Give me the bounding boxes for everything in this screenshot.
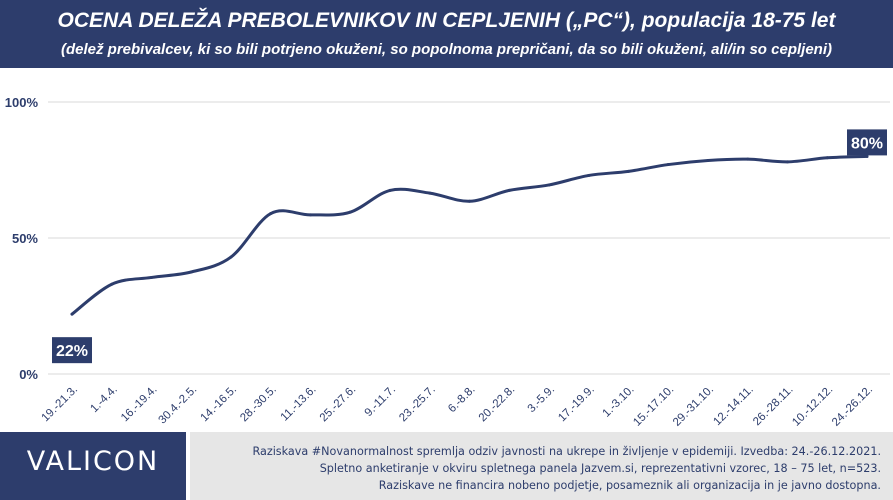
y-tick-label: 100% [5,95,39,110]
x-tick-label: 28.-30.5. [238,384,279,425]
valicon-logo: VALICON [0,432,186,500]
footer-note-3: Raziskave ne financira nobeno podjetje, … [378,479,881,492]
data-label-first-box [52,337,92,364]
footer-notes: Raziskava #Novanormalnost spremlja odziv… [190,432,893,500]
data-point [825,156,829,160]
x-tick-label: 29.-31.10. [671,384,716,429]
x-tick-label: 14.-16.5. [199,384,240,425]
data-point [269,212,273,216]
data-point [627,169,630,173]
data-point [348,210,352,214]
chart-title: OCENA DELEŽA PREBOLEVNIKOV IN CEPLJENIH … [57,9,836,32]
x-tick-label: 1.-4.4. [88,384,120,416]
data-point [150,275,153,279]
y-tick-label: 0% [19,367,38,382]
data-point [189,270,193,274]
series-line [70,154,869,316]
data-label-first: 22% [56,343,88,360]
data-point [547,183,551,187]
data-point [666,163,670,167]
x-tick-label: 15.-17.10. [631,384,676,429]
y-tick-label: 50% [12,231,38,246]
x-tick-label: 20.-22.8. [477,384,518,425]
header-banner: OCENA DELEŽA PREBOLEVNIKOV IN CEPLJENIH … [0,0,893,68]
x-tick-label: 16.-19.4. [119,384,160,425]
data-point [587,173,591,177]
line-chart: 0% 50% 100% 19.-21.3. 1.-4.4. 16.-19.4.30.4.-… [5,95,890,429]
x-tick-label: 11.-13.6. [279,384,319,424]
logo-text: VALICON [26,446,160,477]
data-point [786,160,789,164]
data-point [428,191,432,195]
data-point [706,158,710,162]
footer-note-1: Raziskava #Novanormalnost spremlja odziv… [252,445,881,458]
x-tick-label: 24.-26.12. [830,384,875,429]
data-point [70,312,74,316]
x-tick-label: 1.-3.10. [601,384,637,420]
data-point [507,188,511,192]
data-point [229,255,233,259]
data-point [309,213,312,217]
x-tick-label: 9.-11.7. [363,384,398,419]
data-point [746,157,750,161]
x-tick-label: 6.-8.8. [446,384,478,416]
data-point [388,188,392,192]
x-tick-label: 26.-28.11. [751,384,796,429]
x-tick-label: 10.-12.12. [790,384,835,429]
data-label-last: 80% [851,135,883,152]
chart-subtitle: (delež prebivalcev, ki so bili potrjeno … [61,41,832,58]
data-point [110,282,114,286]
data-label-last-box [847,129,887,156]
x-tick-label: 23.-25.7. [397,384,438,425]
footer-note-2: Spletno anketiranje v okviru spletnega p… [319,462,881,475]
x-tick-label: 30.4.-2.5. [157,384,200,427]
x-tick-label: 25.-27.6. [318,384,359,425]
data-point [865,154,869,158]
data-point [468,199,471,203]
x-tick-label: 17.-19.9. [556,384,597,425]
x-tick-label: 3.-5.9. [526,384,558,416]
x-tick-label: 19.-21.3. [40,384,81,425]
x-tick-label: 12.-14.11. [711,384,756,429]
